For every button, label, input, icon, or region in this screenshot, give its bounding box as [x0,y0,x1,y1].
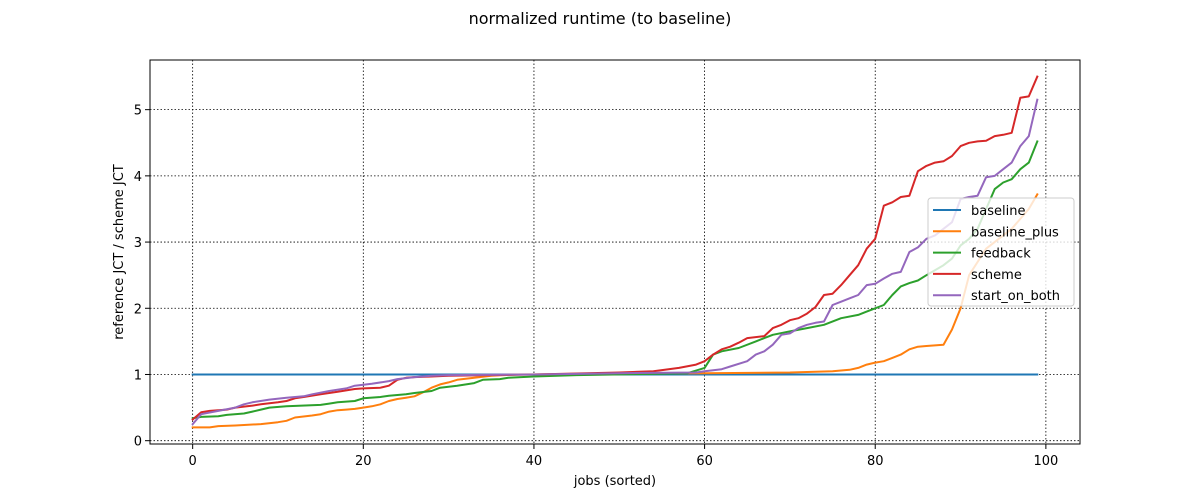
x-tick-label: 100 [1033,454,1058,469]
series-line-baseline-plus [191,193,1039,429]
legend-label: baseline_plus [971,225,1059,240]
legend: baseline baseline_plus feedback scheme start… [927,197,1075,307]
plot-frame [149,59,1081,445]
x-tick-label: 20 [355,454,372,469]
x-tick-label: 40 [526,454,543,469]
legend-label: start_on_both [971,289,1060,304]
chart-title: normalized runtime (to baseline) [469,9,732,28]
legend-label: baseline [971,204,1025,219]
legend-label: feedback [971,247,1031,262]
x-axis-ticks: 0 20 40 60 80 100 [189,444,1058,469]
y-tick-label: 3 [134,236,142,251]
y-tick-label: 2 [134,302,142,317]
x-axis-label: jobs (sorted) [573,474,656,489]
y-tick-label: 5 [134,104,142,119]
legend-label: scheme [971,268,1022,283]
y-tick-label: 1 [134,368,142,383]
y-tick-label: 4 [134,170,142,185]
y-axis-label: reference JCT / scheme JCT [112,164,127,340]
y-tick-label: 0 [134,435,142,450]
series-line-scheme [191,75,1039,421]
x-tick-label: 0 [189,454,197,469]
x-tick-label: 80 [867,454,884,469]
legend-box [927,197,1075,307]
x-tick-label: 60 [696,454,713,469]
y-axis-ticks: 0 1 2 3 4 5 [134,104,150,450]
series-line-feedback [191,140,1039,420]
series-lines [191,75,1039,429]
